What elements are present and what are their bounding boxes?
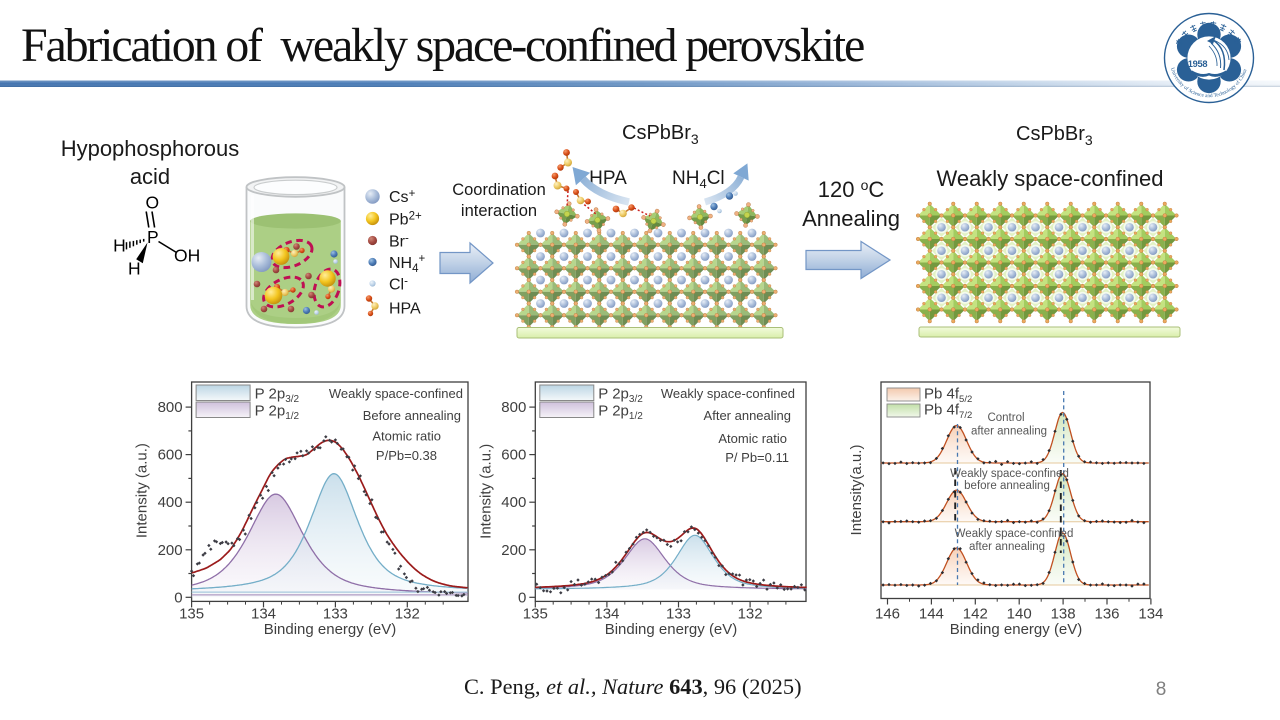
svg-text:0: 0 — [174, 589, 182, 606]
svg-text:P: P — [147, 227, 159, 247]
svg-text:132: 132 — [395, 606, 420, 623]
svg-text:HPA: HPA — [589, 168, 627, 189]
svg-text:NH4+: NH4+ — [389, 253, 426, 275]
svg-text:C. Peng, et al., Nature 643, 9: C. Peng, et al., Nature 643, 96 (2025) — [464, 674, 802, 699]
svg-text:Br-: Br- — [389, 233, 409, 251]
svg-text:Intensity(a.u.): Intensity(a.u.) — [848, 445, 865, 536]
svg-text:134: 134 — [1138, 606, 1163, 623]
svg-text:Intensity (a.u.): Intensity (a.u.) — [477, 444, 494, 539]
svg-text:H: H — [128, 259, 141, 279]
svg-text:8: 8 — [1156, 679, 1167, 700]
svg-text:CsPbBr3: CsPbBr3 — [1016, 123, 1093, 148]
svg-text:P/ Pb=0.11: P/ Pb=0.11 — [725, 450, 789, 465]
svg-text:Atomic ratio: Atomic ratio — [372, 429, 441, 444]
svg-text:Control: Control — [987, 412, 1024, 424]
svg-text:132: 132 — [738, 606, 763, 623]
svg-text:134: 134 — [594, 606, 619, 623]
svg-text:146: 146 — [875, 606, 900, 623]
svg-text:acid: acid — [130, 164, 170, 189]
svg-text:Cs+: Cs+ — [389, 188, 416, 206]
svg-text:138: 138 — [1051, 606, 1076, 623]
svg-text:135: 135 — [179, 606, 204, 623]
svg-text:Binding energy (eV): Binding energy (eV) — [950, 621, 1083, 638]
svg-text:133: 133 — [666, 606, 691, 623]
svg-text:Annealing: Annealing — [802, 206, 900, 231]
svg-text:133: 133 — [323, 606, 348, 623]
svg-text:800: 800 — [158, 399, 183, 416]
svg-text:after annealing: after annealing — [969, 541, 1045, 553]
svg-text:Binding energy (eV): Binding energy (eV) — [264, 621, 397, 638]
svg-text:P/Pb=0.38: P/Pb=0.38 — [376, 448, 437, 463]
svg-text:144: 144 — [919, 606, 944, 623]
svg-text:O: O — [145, 193, 159, 213]
svg-text:HPA: HPA — [389, 301, 421, 318]
svg-text:Weakly space-confined: Weakly space-confined — [329, 386, 463, 401]
svg-text:Binding energy (eV): Binding energy (eV) — [605, 621, 738, 638]
svg-text:400: 400 — [158, 494, 183, 511]
svg-text:Atomic ratio: Atomic ratio — [718, 431, 787, 446]
svg-text:200: 200 — [501, 542, 526, 559]
svg-text:Before annealing: Before annealing — [363, 408, 461, 423]
svg-text:142: 142 — [963, 606, 988, 623]
svg-text:600: 600 — [158, 447, 183, 464]
svg-text:Intensity (a.u.): Intensity (a.u.) — [134, 443, 151, 538]
svg-text:NH4Cl: NH4Cl — [672, 168, 725, 191]
svg-text:Pb2+: Pb2+ — [389, 211, 422, 229]
svg-text:134: 134 — [251, 606, 276, 623]
svg-text:Hypophosphorous: Hypophosphorous — [61, 136, 240, 161]
svg-text:400: 400 — [501, 494, 526, 511]
svg-text:CsPbBr3: CsPbBr3 — [622, 122, 699, 147]
svg-text:0: 0 — [518, 589, 526, 606]
svg-text:136: 136 — [1094, 606, 1119, 623]
svg-text:600: 600 — [501, 447, 526, 464]
svg-text:After annealing: After annealing — [704, 408, 791, 423]
svg-text:120 oC: 120 oC — [818, 177, 885, 202]
svg-text:Cl-: Cl- — [389, 276, 408, 294]
svg-text:Coordination: Coordination — [452, 181, 546, 199]
svg-text:before annealing: before annealing — [964, 480, 1050, 492]
svg-text:interaction: interaction — [461, 202, 537, 220]
svg-text:200: 200 — [158, 542, 183, 559]
svg-text:OH: OH — [174, 246, 200, 266]
svg-text:Weakly space-confined: Weakly space-confined — [661, 386, 795, 401]
svg-text:Fabrication of weakly space-c: Fabrication of weakly space-confined per… — [21, 19, 864, 72]
svg-text:Weakly space-confined: Weakly space-confined — [950, 468, 1069, 480]
svg-text:P 2p1/2: P 2p1/2 — [255, 403, 300, 423]
svg-text:800: 800 — [501, 399, 526, 416]
svg-text:after annealing: after annealing — [971, 426, 1047, 438]
svg-text:135: 135 — [523, 606, 548, 623]
svg-text:P 2p1/2: P 2p1/2 — [598, 403, 643, 423]
svg-text:140: 140 — [1007, 606, 1032, 623]
svg-text:1958: 1958 — [1188, 59, 1208, 69]
svg-text:Weakly space-confined: Weakly space-confined — [955, 528, 1074, 540]
svg-text:H: H — [113, 236, 126, 256]
svg-text:Weakly space-confined: Weakly space-confined — [936, 166, 1163, 191]
